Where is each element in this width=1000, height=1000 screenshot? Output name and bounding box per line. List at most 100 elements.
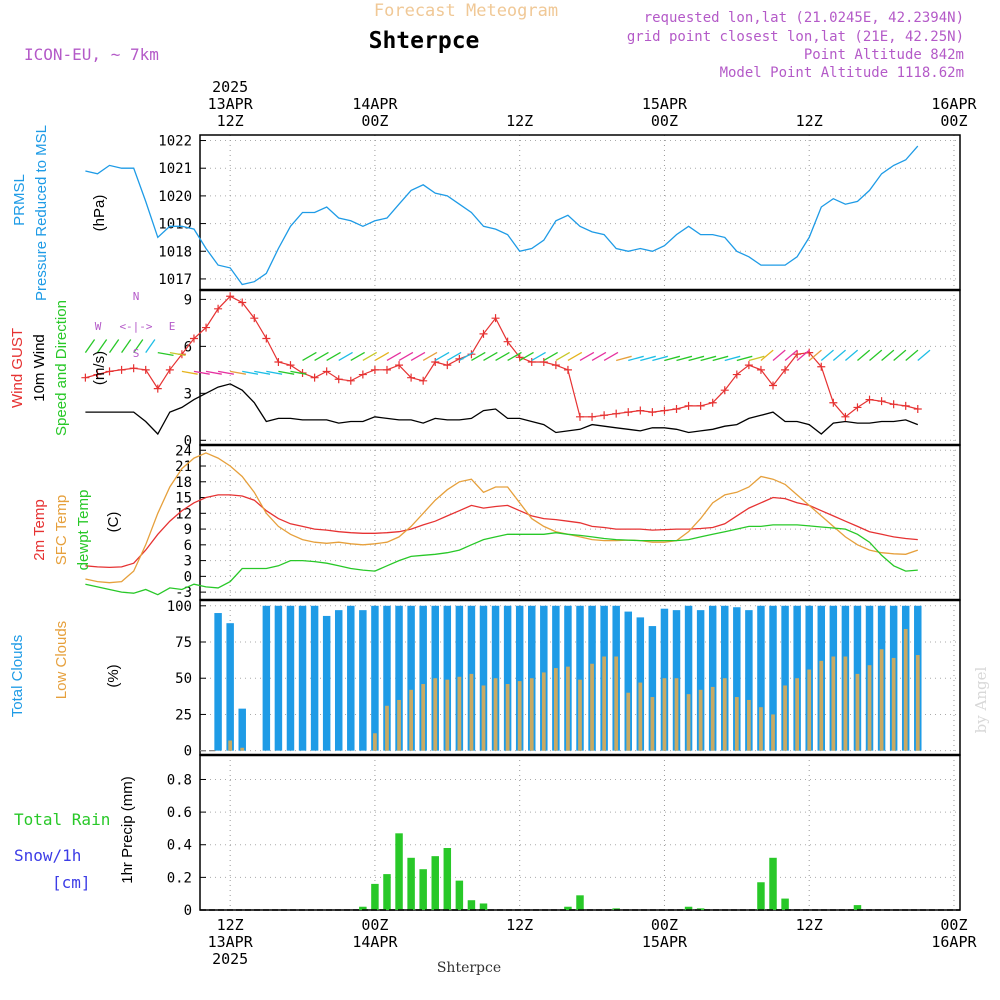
low-cloud-bar bbox=[409, 689, 413, 751]
wind-arrow bbox=[242, 370, 259, 375]
gust-point bbox=[262, 334, 271, 343]
low-cloud-bar bbox=[397, 699, 401, 751]
low-cloud-bar bbox=[433, 678, 438, 751]
gust-point bbox=[612, 409, 621, 418]
clouds-tick-label: 50 bbox=[175, 671, 192, 687]
low-cloud-bar bbox=[554, 668, 558, 751]
gust-point bbox=[250, 314, 259, 323]
dewpt-line bbox=[85, 524, 918, 596]
total-cloud-bar bbox=[745, 610, 753, 751]
requested-coords: requested lon,lat (21.0245E, 42.2394N) bbox=[644, 10, 964, 26]
low-cloud-bar bbox=[638, 682, 643, 751]
total-cloud-bar bbox=[491, 605, 500, 751]
wind-arrow bbox=[314, 351, 329, 362]
gust-point bbox=[238, 298, 247, 307]
pressure-line bbox=[85, 145, 919, 286]
precip-bar bbox=[407, 857, 415, 910]
top-time-label: 00Z bbox=[651, 112, 678, 130]
gust-point bbox=[346, 376, 355, 385]
wind-arrow bbox=[808, 349, 822, 361]
total-cloud-bar bbox=[648, 626, 657, 751]
wind-tick-label: 9 bbox=[184, 292, 192, 308]
precip-bar bbox=[612, 908, 620, 910]
gust-point bbox=[756, 365, 765, 374]
wind-arrow bbox=[820, 349, 834, 361]
low-cloud-bar bbox=[710, 686, 715, 751]
t2m-line bbox=[85, 494, 918, 569]
low-cloud-bar bbox=[771, 714, 775, 751]
wind-arrow bbox=[519, 351, 534, 362]
total-cloud-bar bbox=[479, 605, 488, 751]
total-cloud-bar bbox=[769, 605, 777, 751]
wind-arrow bbox=[748, 355, 765, 362]
wind-arrow bbox=[169, 351, 186, 357]
total-cloud-bar bbox=[383, 605, 391, 751]
bottom-time-label: 2025 bbox=[212, 950, 248, 968]
watermark: by Angel bbox=[972, 666, 990, 733]
wind-arrow bbox=[398, 351, 414, 362]
snow-label: Snow/1h bbox=[14, 846, 81, 865]
wind-arrow bbox=[217, 370, 234, 375]
clouds-tick-label: 75 bbox=[175, 635, 192, 651]
wind-arrow bbox=[760, 349, 774, 361]
gust-point bbox=[901, 401, 910, 410]
gust-point bbox=[696, 401, 705, 410]
model-altitude: Model Point Altitude 1118.62m bbox=[720, 65, 964, 81]
gust-point bbox=[503, 337, 512, 346]
precip-bar bbox=[383, 874, 391, 910]
t2m-label: 2m Temp bbox=[31, 499, 48, 560]
snow-unit-label: [cm] bbox=[52, 873, 91, 892]
total-cloud-bar bbox=[274, 605, 283, 751]
wind-arrow bbox=[459, 351, 474, 362]
gust-point bbox=[648, 408, 657, 417]
wind-arrow bbox=[616, 355, 632, 362]
wind-arrow bbox=[784, 349, 798, 361]
precip-bar bbox=[853, 905, 862, 910]
wind-arrow bbox=[543, 351, 558, 362]
wind-arrow bbox=[121, 339, 132, 353]
low-cloud-bar bbox=[867, 665, 872, 751]
precip-tick-label: 0.8 bbox=[167, 772, 192, 788]
gust-point bbox=[491, 314, 500, 323]
bottom-time-label: 12Z bbox=[506, 916, 533, 934]
low-cloud-bar bbox=[783, 685, 787, 751]
wind-arrow bbox=[471, 351, 486, 362]
low-cloud-bar bbox=[759, 707, 763, 751]
low-cloud-bar bbox=[469, 673, 474, 751]
gust-point bbox=[479, 329, 488, 338]
gust-point bbox=[226, 292, 235, 301]
gust-point bbox=[781, 365, 790, 374]
precip-bar bbox=[443, 848, 452, 910]
precip-tick-label: 0.4 bbox=[167, 838, 192, 854]
top-time-label: 2025 bbox=[212, 78, 248, 96]
bottom-time-label: 00Z bbox=[651, 916, 678, 934]
pressure-sublabel: Pressure Reduced to MSL bbox=[33, 125, 50, 301]
gust-point bbox=[600, 411, 609, 420]
temp-tick-label: 6 bbox=[184, 538, 192, 554]
precip-bar bbox=[371, 883, 379, 910]
pressure-label: PRMSL bbox=[11, 174, 28, 226]
gust-point bbox=[214, 304, 223, 313]
wind-arrow bbox=[640, 355, 656, 362]
total-cloud-bar bbox=[395, 605, 403, 751]
low-cloud-bar bbox=[578, 679, 582, 751]
gust-point bbox=[382, 365, 391, 374]
gust-point bbox=[708, 398, 717, 407]
gust-point bbox=[720, 386, 729, 395]
dewpt-label: dewpt Temp bbox=[75, 490, 92, 571]
wind-dir-label: Speed and Direction bbox=[53, 300, 70, 436]
clouds-panel: 0 25 50 75 100 bbox=[167, 599, 961, 760]
wind-arrow bbox=[567, 351, 583, 362]
wind-arrow bbox=[230, 370, 247, 375]
wind-arrow bbox=[193, 370, 210, 375]
grid-coords: grid point closest lon,lat (21E, 42.25N) bbox=[627, 29, 964, 45]
wind-arrow bbox=[84, 339, 96, 353]
wind-arrow bbox=[832, 349, 847, 361]
precip-bar bbox=[781, 898, 789, 910]
temp-tick-label: 0 bbox=[184, 569, 192, 585]
gust-point bbox=[865, 395, 874, 404]
wind-arrow bbox=[386, 351, 402, 362]
total-cloud-bar bbox=[286, 605, 295, 751]
